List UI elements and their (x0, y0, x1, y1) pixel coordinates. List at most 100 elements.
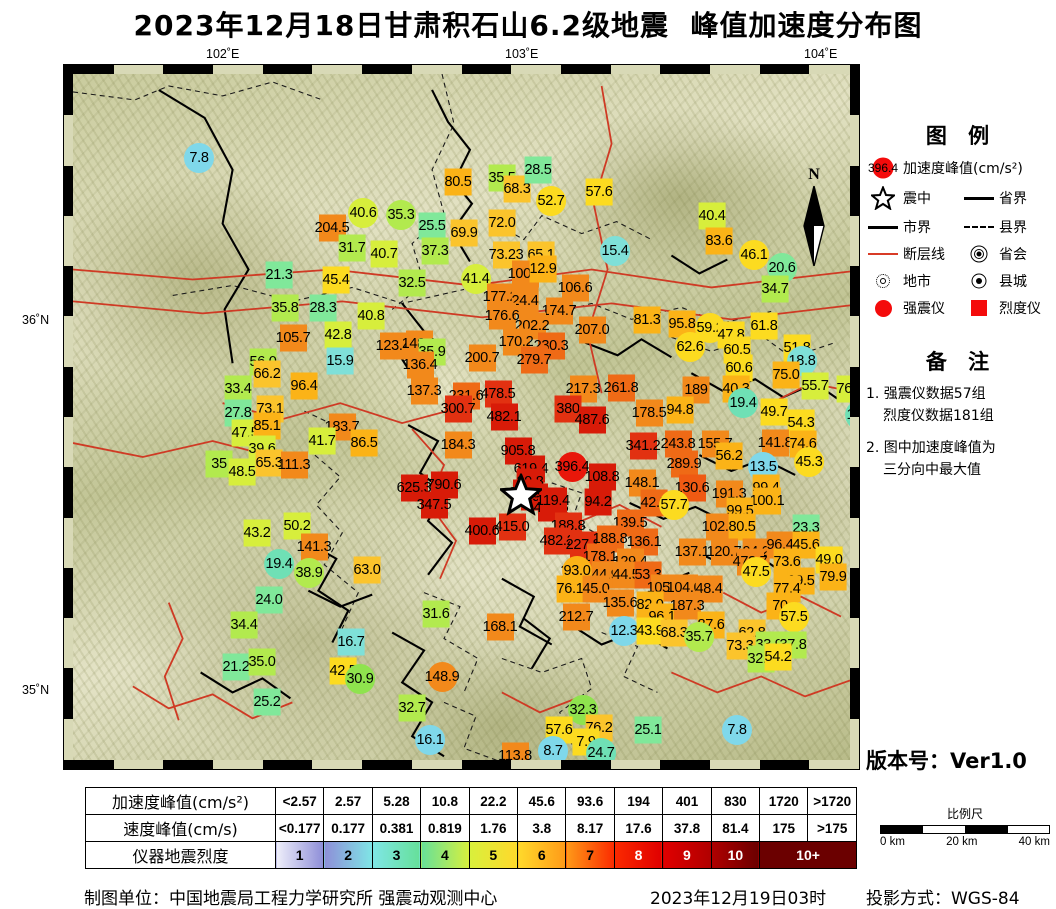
intensity-meter-marker[interactable]: 35.0 (247, 648, 277, 676)
intensity-meter-marker[interactable]: 25.5 (417, 212, 447, 240)
intensity-meter-marker[interactable]: 32.5 (397, 269, 427, 297)
strong-motion-station-marker[interactable]: 47.5 (740, 557, 771, 587)
intensity-meter-marker[interactable]: 21.2 (221, 653, 251, 681)
intensity-meter-marker[interactable]: 45.0 (581, 575, 611, 603)
intensity-meter-marker[interactable]: 79.9 (818, 563, 848, 591)
intensity-meter-marker[interactable]: 66.2 (252, 360, 282, 388)
intensity-meter-marker[interactable]: 96.4 (289, 372, 319, 400)
intensity-meter-marker[interactable]: 24.4 (510, 287, 540, 315)
intensity-meter-marker[interactable]: 49.7 (759, 398, 789, 426)
strong-motion-station-marker[interactable]: 62.6 (674, 332, 705, 362)
intensity-meter-marker[interactable]: 83.6 (704, 227, 734, 255)
intensity-meter-marker[interactable]: 61.8 (749, 312, 779, 340)
intensity-meter-marker[interactable]: 73.23 (489, 241, 524, 269)
intensity-meter-marker[interactable]: 113.8 (498, 742, 533, 760)
intensity-meter-marker[interactable]: 45.4 (321, 266, 351, 294)
intensity-meter-marker[interactable]: 80.5 (727, 513, 757, 541)
intensity-meter-marker[interactable]: 12.9 (528, 255, 558, 283)
intensity-meter-marker[interactable]: 37.3 (420, 237, 450, 265)
intensity-meter-marker[interactable]: 21.3 (264, 261, 294, 289)
intensity-meter-marker[interactable]: 123.4 (376, 332, 411, 360)
strong-motion-station-marker[interactable]: 40.6 (347, 198, 378, 228)
strong-motion-station-marker[interactable]: 59.2 (694, 313, 725, 343)
intensity-meter-marker[interactable]: 34.4 (229, 611, 259, 639)
intensity-meter-marker[interactable]: 137.3 (407, 377, 442, 405)
intensity-meter-marker[interactable]: 200.7 (465, 344, 500, 372)
intensity-meter-marker[interactable]: 31.6 (421, 600, 451, 628)
intensity-meter-marker[interactable]: 41.7 (307, 427, 337, 455)
intensity-meter-marker[interactable]: 25.1 (633, 716, 663, 744)
intensity-meter-marker[interactable]: 76.3 (835, 375, 850, 403)
intensity-meter-marker[interactable]: 261.8 (604, 374, 639, 402)
intensity-meter-marker[interactable]: 40.7 (369, 240, 399, 268)
intensity-meter-marker[interactable]: 380 (554, 395, 582, 423)
intensity-meter-marker[interactable]: 100.1 (750, 487, 785, 515)
intensity-meter-marker[interactable]: 137.1 (675, 538, 710, 566)
intensity-meter-marker[interactable]: 279.7 (517, 346, 552, 374)
strong-motion-station-marker[interactable]: 30.9 (344, 664, 375, 694)
intensity-meter-marker[interactable]: 168.1 (483, 613, 518, 641)
intensity-meter-marker[interactable]: 170.2 (499, 328, 534, 356)
strong-motion-station-marker[interactable]: 15.4 (599, 236, 630, 266)
strong-motion-station-marker[interactable]: 16.1 (414, 725, 445, 755)
intensity-meter-marker[interactable]: 341.2 (626, 432, 661, 460)
strong-motion-station-marker[interactable]: 35.3 (385, 200, 416, 230)
intensity-meter-marker[interactable]: 289.9 (667, 450, 702, 478)
strong-motion-station-marker[interactable]: 35.7 (683, 622, 714, 652)
strong-motion-station-marker[interactable]: 57.7 (658, 490, 689, 520)
intensity-meter-marker[interactable]: 347.5 (417, 491, 452, 519)
intensity-meter-marker[interactable]: 85.1 (252, 412, 282, 440)
intensity-meter-marker[interactable]: 63.0 (352, 556, 382, 584)
strong-motion-station-marker[interactable]: 24.7 (585, 738, 616, 760)
intensity-meter-marker[interactable]: 15.9 (325, 347, 355, 375)
intensity-meter-marker[interactable]: 120.7 (707, 538, 742, 566)
intensity-meter-marker[interactable]: 136.4 (403, 351, 438, 379)
intensity-meter-marker[interactable]: 40.4 (697, 202, 727, 230)
intensity-meter-marker[interactable]: 207.0 (575, 316, 610, 344)
intensity-meter-marker[interactable]: 184.3 (441, 431, 476, 459)
intensity-meter-marker[interactable]: 300.7 (441, 395, 476, 423)
intensity-meter-marker[interactable]: 33.4 (223, 375, 253, 403)
intensity-meter-marker[interactable]: 65.3 (254, 449, 284, 477)
intensity-meter-marker[interactable]: 76.1 (555, 575, 585, 603)
intensity-meter-marker[interactable]: 86.5 (349, 429, 379, 457)
intensity-meter-marker[interactable]: 94.8 (665, 396, 695, 424)
strong-motion-station-marker[interactable]: 7.8 (722, 715, 752, 745)
intensity-meter-marker[interactable]: 176.6 (485, 302, 520, 330)
intensity-meter-marker[interactable]: 35 (205, 450, 233, 478)
intensity-meter-marker[interactable]: 102.5 (702, 513, 737, 541)
intensity-meter-marker[interactable]: 69.9 (449, 219, 479, 247)
intensity-meter-marker[interactable]: 54.2 (763, 643, 793, 671)
strong-motion-station-marker[interactable]: 52.7 (535, 186, 566, 216)
intensity-meter-marker[interactable]: 16.7 (336, 628, 366, 656)
strong-motion-station-marker[interactable]: 8.7 (538, 736, 568, 760)
intensity-meter-marker[interactable]: 28.3 (308, 294, 338, 322)
intensity-meter-marker[interactable]: 94.2 (583, 488, 613, 516)
strong-motion-station-marker[interactable]: 148.9 (425, 662, 460, 692)
strong-motion-station-marker[interactable]: 19.4 (727, 388, 758, 418)
intensity-meter-marker[interactable]: 25.2 (252, 688, 282, 716)
intensity-meter-marker[interactable]: 80.5 (443, 168, 473, 196)
strong-motion-station-marker[interactable]: 396.4 (555, 452, 590, 482)
intensity-meter-marker[interactable]: 48.5 (227, 458, 257, 486)
intensity-meter-marker[interactable]: 135.6 (603, 589, 638, 617)
intensity-meter-marker[interactable]: 174.7 (542, 297, 577, 325)
intensity-meter-marker[interactable]: 40.8 (356, 302, 386, 330)
intensity-meter-marker[interactable]: 43.9 (635, 617, 665, 645)
intensity-meter-marker[interactable]: 482.2 (540, 527, 575, 555)
intensity-meter-marker[interactable]: 55.7 (800, 372, 830, 400)
intensity-meter-marker[interactable]: 108.8 (585, 463, 620, 491)
intensity-meter-marker[interactable]: 56.2 (714, 442, 744, 470)
intensity-meter-marker[interactable]: 136.1 (627, 528, 662, 556)
intensity-meter-marker[interactable]: 75.0 (771, 361, 801, 389)
intensity-meter-marker[interactable]: 104.0 (667, 574, 702, 602)
strong-motion-station-marker[interactable]: 41.4 (460, 264, 491, 294)
intensity-meter-marker[interactable]: 72.0 (487, 209, 517, 237)
intensity-meter-marker[interactable]: 106.6 (558, 274, 593, 302)
strong-motion-station-marker[interactable]: 19.6 (844, 400, 850, 430)
strong-motion-station-marker[interactable]: 7.8 (184, 143, 214, 173)
strong-motion-station-marker[interactable]: 38.9 (293, 558, 324, 588)
intensity-meter-marker[interactable]: 178.5 (632, 399, 667, 427)
strong-motion-station-marker[interactable]: 57.5 (778, 602, 809, 632)
intensity-meter-marker[interactable]: 43.2 (242, 519, 272, 547)
